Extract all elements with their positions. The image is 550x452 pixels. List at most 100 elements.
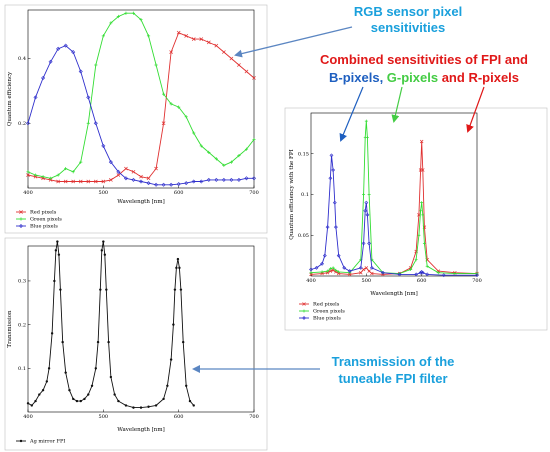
data-point [38,393,41,396]
data-point [139,174,143,179]
data-point [191,37,196,41]
data-point [361,241,366,246]
data-point [192,404,195,407]
y-tick-label: 0.1 [18,366,26,372]
data-point [244,69,249,74]
combined-arrow-green [391,86,403,123]
x-tick-label: 700 [249,414,259,420]
data-point [322,253,327,258]
data-point [184,181,189,186]
data-point [139,406,143,409]
data-point [397,272,402,277]
data-point [109,21,113,25]
data-point [441,273,446,278]
data-point [364,266,369,270]
data-point [41,75,46,80]
data-point [56,240,59,243]
data-point [123,176,128,181]
data-point [87,393,90,396]
data-point [154,166,158,171]
data-point [105,288,108,291]
x-tick-label: 500 [99,414,109,420]
data-point [78,69,83,74]
combined-annotation-r: R-pixels [468,70,519,85]
plot-area [27,245,255,413]
data-point [54,249,58,252]
y-tick-label: 0.2 [18,322,26,328]
x-axis-label: Wavelength [nm] [117,427,164,433]
data-point [71,179,76,184]
data-point [99,288,102,291]
data-point [94,63,98,67]
data-point [419,209,423,213]
data-point [169,182,174,187]
plot-area [27,9,255,189]
data-point [26,173,30,177]
data-point [102,240,105,243]
data-point [362,193,366,196]
transmission-annotation-line1: Transmission of the [332,354,455,369]
data-point [185,384,188,387]
data-point [75,399,79,403]
data-point [109,375,113,379]
data-point [169,102,173,106]
legend-label: Ag mirror FPI [29,439,65,445]
x-tick-label: 400 [306,278,316,284]
legend-label: Green pixels [313,309,345,315]
legend-label: Blue pixels [30,224,58,230]
combined-annotation-and: and [438,70,468,85]
y-tick-label: 0.15 [298,151,309,157]
data-point [229,160,233,164]
data-point [363,208,368,213]
data-point [41,175,45,179]
data-point [179,288,183,291]
data-point [94,367,98,370]
data-point [79,160,83,164]
series-line-blue-pixels [27,45,254,186]
data-point [45,380,49,383]
data-point [329,153,334,158]
legend-label: Red pixels [30,210,57,216]
data-point [309,272,313,277]
data-point [328,267,332,271]
combined-annotation-b: B-pixels [329,70,380,85]
x-tick-label: 600 [174,190,184,196]
data-point [199,179,204,184]
data-point [222,50,226,54]
data-point [56,173,60,177]
data-point [419,139,424,144]
data-point [124,404,128,407]
data-point [364,119,368,123]
data-point [365,212,370,217]
data-point [154,182,159,187]
data-point [33,95,38,100]
combined-fpi-sensitivity-chart: 400 500 600 700 0.05 0.1 0.15 Wavelength [nm] Qu… [284,107,548,331]
data-point [154,404,158,407]
data-point [309,271,313,275]
rgb-annotation-line1: RGB sensor pixel [354,4,462,19]
rgb-sensitivity-chart: 400 500 600 700 0.2 0.4 Wavelength [nm] Quantum… [4,4,268,234]
combined-annotation-line2: B-pixels, G-pixels and R-pixels [329,70,519,85]
y-axis-label: Transmission [7,310,13,348]
data-point [131,177,136,182]
data-point [147,405,150,408]
data-point [337,270,341,274]
data-point [161,182,166,187]
data-point [132,406,135,409]
data-point [56,46,61,51]
data-point [333,225,338,230]
data-point [367,241,372,246]
y-tick-label: 0.1 [301,192,309,198]
data-point [252,137,256,142]
legend-label: Red pixels [313,302,340,308]
data-point [425,272,430,277]
data-point [309,267,313,272]
data-point [25,121,31,126]
data-point [96,340,100,344]
y-axis-label: Quantum efficiency with the FPI [289,149,295,240]
data-point [83,397,86,401]
data-point [336,271,341,276]
data-point [139,18,143,22]
data-point [101,34,105,38]
x-tick-label: 700 [472,278,482,284]
